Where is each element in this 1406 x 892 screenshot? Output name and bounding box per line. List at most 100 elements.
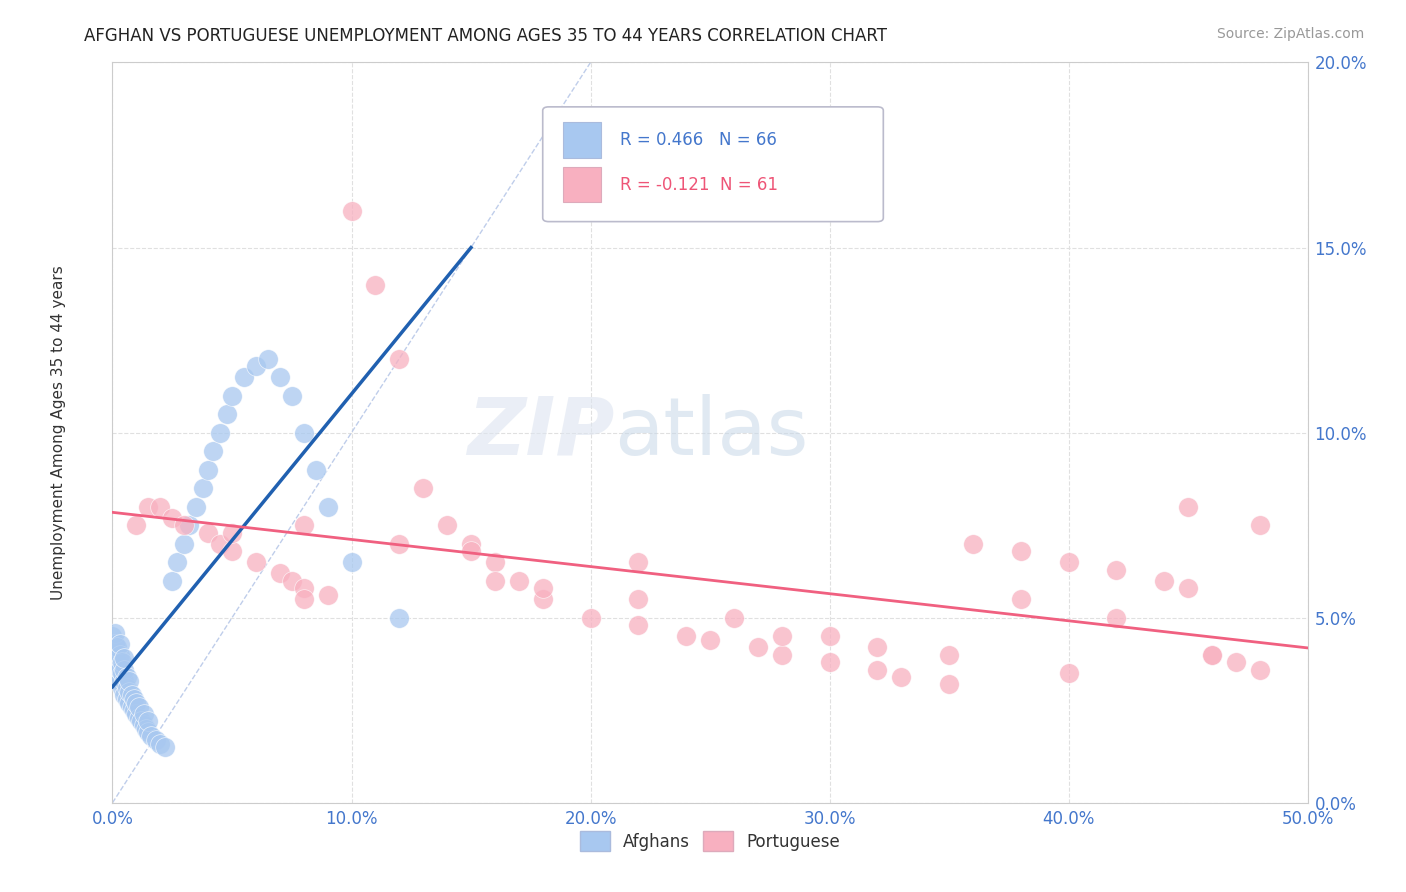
Text: AFGHAN VS PORTUGUESE UNEMPLOYMENT AMONG AGES 35 TO 44 YEARS CORRELATION CHART: AFGHAN VS PORTUGUESE UNEMPLOYMENT AMONG … — [84, 27, 887, 45]
Point — [292, 592, 315, 607]
Text: Source: ZipAtlas.com: Source: ZipAtlas.com — [1216, 27, 1364, 41]
Point — [221, 525, 243, 540]
Point — [281, 574, 304, 588]
Point — [938, 648, 960, 662]
Point — [104, 648, 127, 662]
Point — [627, 618, 650, 632]
Point — [125, 706, 148, 721]
Point — [388, 610, 411, 624]
Point — [281, 388, 304, 402]
Point — [101, 629, 124, 643]
Point — [1010, 592, 1032, 607]
Point — [627, 592, 650, 607]
Point — [292, 425, 315, 440]
Point — [531, 581, 554, 595]
Point — [149, 737, 172, 751]
Point — [484, 574, 506, 588]
Point — [108, 673, 131, 688]
Point — [460, 536, 482, 550]
Point — [436, 518, 458, 533]
Point — [292, 518, 315, 533]
Point — [101, 640, 124, 655]
Point — [115, 670, 138, 684]
Point — [108, 663, 131, 677]
Point — [1177, 500, 1199, 514]
Point — [149, 500, 172, 514]
Point — [1057, 666, 1080, 681]
Point — [364, 277, 387, 292]
Point — [104, 655, 127, 669]
Point — [173, 518, 195, 533]
Point — [105, 655, 128, 669]
Point — [1153, 574, 1175, 588]
Point — [770, 648, 793, 662]
Point — [118, 685, 141, 699]
Point — [162, 510, 183, 524]
Point — [122, 692, 145, 706]
Point — [108, 648, 131, 662]
Point — [388, 351, 411, 366]
Point — [1249, 663, 1271, 677]
Point — [257, 351, 280, 366]
Point — [1177, 581, 1199, 595]
Text: R = -0.121  N = 61: R = -0.121 N = 61 — [620, 176, 779, 194]
Point — [233, 370, 256, 384]
Point — [166, 555, 188, 569]
FancyBboxPatch shape — [543, 107, 883, 221]
Point — [627, 555, 650, 569]
Point — [138, 714, 160, 729]
Point — [122, 703, 145, 717]
Point — [1105, 563, 1128, 577]
Point — [412, 481, 434, 495]
Point — [1010, 544, 1032, 558]
Point — [866, 640, 889, 655]
Point — [531, 592, 554, 607]
Point — [818, 655, 841, 669]
Point — [484, 555, 506, 569]
Point — [193, 481, 215, 495]
Point — [388, 536, 411, 550]
Point — [125, 518, 148, 533]
Point — [139, 729, 162, 743]
Point — [245, 359, 267, 373]
Point — [121, 689, 143, 703]
Point — [118, 696, 141, 710]
Point — [723, 610, 745, 624]
Point — [132, 718, 155, 732]
Point — [1225, 655, 1247, 669]
Point — [145, 732, 167, 747]
Point — [197, 525, 219, 540]
Point — [177, 518, 200, 533]
Point — [138, 725, 160, 739]
Point — [111, 666, 134, 681]
Point — [508, 574, 530, 588]
Text: atlas: atlas — [614, 393, 808, 472]
Point — [125, 696, 148, 710]
Point — [770, 629, 793, 643]
Point — [699, 632, 721, 647]
Point — [114, 673, 135, 688]
Point — [305, 462, 328, 476]
Text: R = 0.466   N = 66: R = 0.466 N = 66 — [620, 131, 778, 149]
Point — [269, 370, 291, 384]
Point — [135, 722, 157, 736]
Point — [221, 544, 243, 558]
Point — [962, 536, 984, 550]
Point — [1201, 648, 1223, 662]
Point — [114, 689, 135, 703]
Point — [747, 640, 769, 655]
Point — [118, 673, 141, 688]
Point — [197, 462, 219, 476]
Text: ZIP: ZIP — [467, 393, 614, 472]
Point — [114, 663, 135, 677]
Point — [209, 536, 232, 550]
Point — [129, 714, 152, 729]
Point — [138, 500, 160, 514]
Point — [115, 692, 138, 706]
Point — [115, 681, 138, 695]
Point — [217, 407, 239, 421]
Point — [1057, 555, 1080, 569]
Point — [269, 566, 291, 581]
Point — [111, 681, 134, 695]
Point — [105, 666, 128, 681]
